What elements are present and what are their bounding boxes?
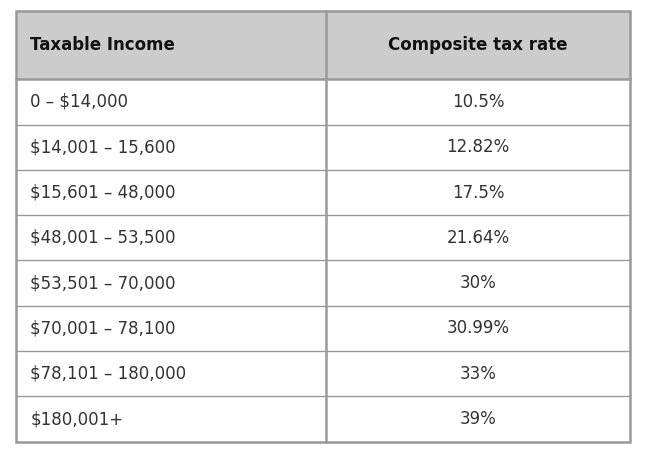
Text: 10.5%: 10.5%: [452, 93, 505, 111]
Text: Taxable Income: Taxable Income: [30, 36, 175, 54]
Text: Composite tax rate: Composite tax rate: [388, 36, 568, 54]
Text: $14,001 – 15,600: $14,001 – 15,600: [30, 138, 176, 156]
Text: 21.64%: 21.64%: [446, 229, 510, 247]
Text: $53,501 – 70,000: $53,501 – 70,000: [30, 274, 176, 292]
Text: 12.82%: 12.82%: [446, 138, 510, 156]
Text: $70,001 – 78,100: $70,001 – 78,100: [30, 319, 176, 337]
Text: $48,001 – 53,500: $48,001 – 53,500: [30, 229, 176, 247]
Text: $78,101 – 180,000: $78,101 – 180,000: [30, 365, 187, 383]
Text: 0 – $14,000: 0 – $14,000: [30, 93, 129, 111]
Text: $15,601 – 48,000: $15,601 – 48,000: [30, 183, 176, 202]
Text: 30.99%: 30.99%: [446, 319, 510, 337]
Text: 33%: 33%: [459, 365, 496, 383]
Text: 30%: 30%: [459, 274, 496, 292]
Text: 17.5%: 17.5%: [452, 183, 505, 202]
Text: 39%: 39%: [459, 410, 496, 428]
Text: $180,001+: $180,001+: [30, 410, 123, 428]
